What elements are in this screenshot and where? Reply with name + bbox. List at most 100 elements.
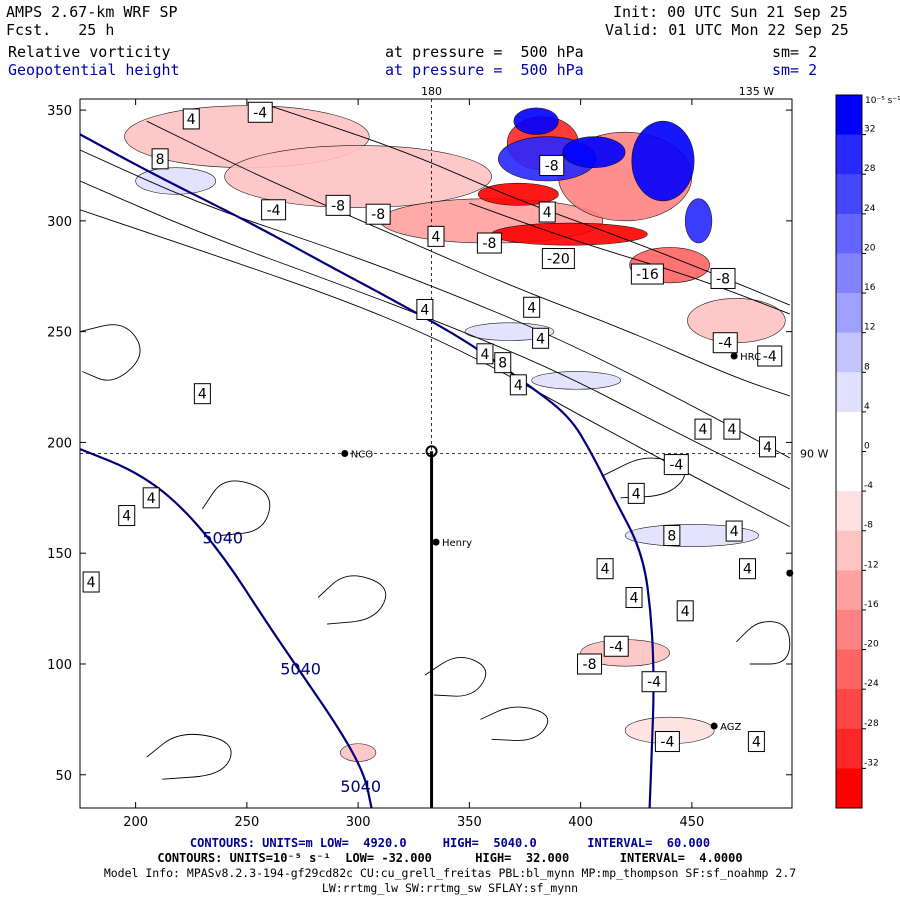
vorticity-label-box bbox=[710, 267, 736, 289]
vorticity-label-box bbox=[694, 418, 712, 440]
vorticity-label-box bbox=[476, 232, 502, 254]
top-meridian-label: 135 W bbox=[739, 85, 774, 98]
vorticity-label-text: 4 bbox=[87, 575, 96, 591]
station-dot bbox=[786, 569, 794, 577]
vorticity-label-box bbox=[509, 374, 527, 396]
vorticity-label: 4 bbox=[759, 436, 777, 458]
vorticity-label-box bbox=[261, 199, 287, 221]
vorticity-label-box bbox=[723, 418, 741, 440]
vorticity-label-text: 4 bbox=[187, 112, 196, 128]
vorticity-label: 8 bbox=[663, 524, 681, 546]
vorticity-label: 4 bbox=[725, 520, 743, 542]
vorticity-label-text: -4 bbox=[267, 203, 281, 219]
vorticity-label-box bbox=[532, 327, 550, 349]
vorticity-contour-line bbox=[146, 120, 790, 397]
colorbar-segment bbox=[836, 530, 862, 571]
plot-frame bbox=[79, 98, 793, 809]
vorticity-label-text: -4 bbox=[647, 675, 661, 691]
vorticity-patch bbox=[513, 107, 559, 135]
vorticity-label-box bbox=[539, 154, 565, 176]
field2-smoothing: sm= 2 bbox=[772, 61, 818, 79]
vorticity-contour-line bbox=[80, 209, 791, 527]
vorticity-label-text: -4 bbox=[763, 349, 777, 365]
model-title: AMPS 2.67-km WRF SP bbox=[6, 3, 178, 21]
vorticity-label-text: 4 bbox=[122, 509, 131, 525]
vorticity-label: 4 bbox=[82, 571, 100, 593]
axes: 200 250 300 350 400 450 50 100 150 200 250 300 350 18… bbox=[47, 85, 828, 830]
colorbar-tick-label: -28 bbox=[864, 719, 879, 729]
vorticity-label: 4 bbox=[627, 482, 645, 504]
height-contour-5040 bbox=[80, 448, 373, 808]
colorbar-segment bbox=[836, 649, 862, 690]
colorbar-segment bbox=[836, 134, 862, 175]
vorticity-label-box bbox=[747, 731, 765, 753]
vorticity-contour-line bbox=[80, 149, 791, 459]
vorticity-label: -16 bbox=[630, 263, 664, 285]
vorticity-label-text: 4 bbox=[763, 440, 772, 456]
vorticity-label-box bbox=[365, 203, 391, 225]
vorticity-label: -4 bbox=[757, 345, 783, 367]
x-tick-label: 450 bbox=[679, 815, 704, 830]
colorbar-tick-label: -32 bbox=[864, 758, 879, 768]
vorticity-label: 4 bbox=[747, 731, 765, 753]
vorticity-label-text: 4 bbox=[198, 387, 207, 403]
vorticity-contour-line bbox=[146, 733, 232, 780]
vorticity-label-box bbox=[193, 383, 211, 405]
vorticity-label: 4 bbox=[523, 296, 541, 318]
vorticity-patch bbox=[340, 743, 377, 762]
vorticity-label-text: -4 bbox=[253, 105, 267, 121]
vorticity-label-box bbox=[118, 505, 136, 527]
footer-model-info-2: LW:rrtmg_lw SW:rrtmg_sw SFLAY:sf_mynn bbox=[321, 881, 579, 895]
vorticity-label-text: -8 bbox=[716, 271, 730, 287]
colorbar-tick-label: 12 bbox=[864, 323, 875, 333]
colorbar-tick-label: -20 bbox=[864, 640, 879, 650]
station-label: HRC bbox=[740, 352, 761, 363]
vorticity-label: -8 bbox=[365, 203, 391, 225]
colorbar-segment bbox=[836, 768, 862, 809]
vorticity-label-text: 4 bbox=[632, 486, 641, 502]
vorticity-label: -4 bbox=[641, 671, 667, 693]
vorticity-label: -8 bbox=[476, 232, 502, 254]
x-tick-label: 200 bbox=[123, 815, 148, 830]
vorticity-label-text: 4 bbox=[420, 302, 429, 318]
vorticity-label-box bbox=[494, 352, 512, 374]
colorbar-tick-label: 20 bbox=[864, 243, 876, 253]
vorticity-label: 4 bbox=[694, 418, 712, 440]
vorticity-contour-line bbox=[202, 480, 271, 536]
vorticity-label: -8 bbox=[539, 154, 565, 176]
colorbar: 32 28 24 20 16 12 8 4 0 -4 -8 -12 -16 -20 -24 -28 -32 10⁻… bbox=[835, 94, 900, 809]
vorticity-contour-line bbox=[480, 706, 549, 741]
stations: NCO Henry HRC AGZ bbox=[341, 352, 794, 733]
vorticity-label: 4 bbox=[142, 487, 160, 509]
colorbar-segment bbox=[836, 491, 862, 532]
y-tick-label: 350 bbox=[47, 104, 72, 119]
colorbar-tick-label: 24 bbox=[864, 204, 876, 214]
vorticity-label: -4 bbox=[603, 635, 629, 657]
vorticity-label: -4 bbox=[247, 101, 273, 123]
station-label: Henry bbox=[442, 538, 472, 549]
colorbar-segment bbox=[836, 728, 862, 769]
vorticity-contour-line bbox=[424, 657, 487, 697]
vorticity-patch bbox=[491, 222, 648, 246]
vorticity-label-box bbox=[603, 635, 629, 657]
footer-vorticity-contours: CONTOURS: UNITS=10⁻⁵ s⁻¹ LOW= -32.000 HI… bbox=[0, 851, 900, 865]
vorticity-label-box bbox=[663, 454, 689, 476]
colorbar-tick-label: 0 bbox=[864, 442, 870, 452]
vorticity-patch bbox=[531, 371, 621, 390]
footer-vorticity-units: CONTOURS: UNITS=10⁻⁵ s⁻¹ LOW= -32.000 bbox=[157, 851, 432, 865]
vorticity-label-text: -8 bbox=[371, 207, 385, 223]
height-contour-label: 5040 bbox=[340, 777, 381, 796]
vorticity-label-box bbox=[625, 587, 643, 609]
vorticity-label: 4 bbox=[476, 343, 494, 365]
vorticity-label-text: 4 bbox=[527, 300, 536, 316]
vorticity-label-text: 4 bbox=[730, 524, 739, 540]
vorticity-label-box bbox=[427, 225, 445, 247]
top-meridian-label: 180 bbox=[421, 85, 442, 98]
pole-marker bbox=[425, 445, 438, 458]
colorbar-tick-label: 8 bbox=[864, 362, 870, 372]
vorticity-label-text: 4 bbox=[514, 378, 523, 394]
vorticity-label-text: -8 bbox=[545, 158, 559, 174]
colorbar-unit: 10⁻⁵ s⁻¹ bbox=[865, 96, 900, 106]
vorticity-label: -8 bbox=[325, 194, 351, 216]
vorticity-label: -4 bbox=[663, 454, 689, 476]
